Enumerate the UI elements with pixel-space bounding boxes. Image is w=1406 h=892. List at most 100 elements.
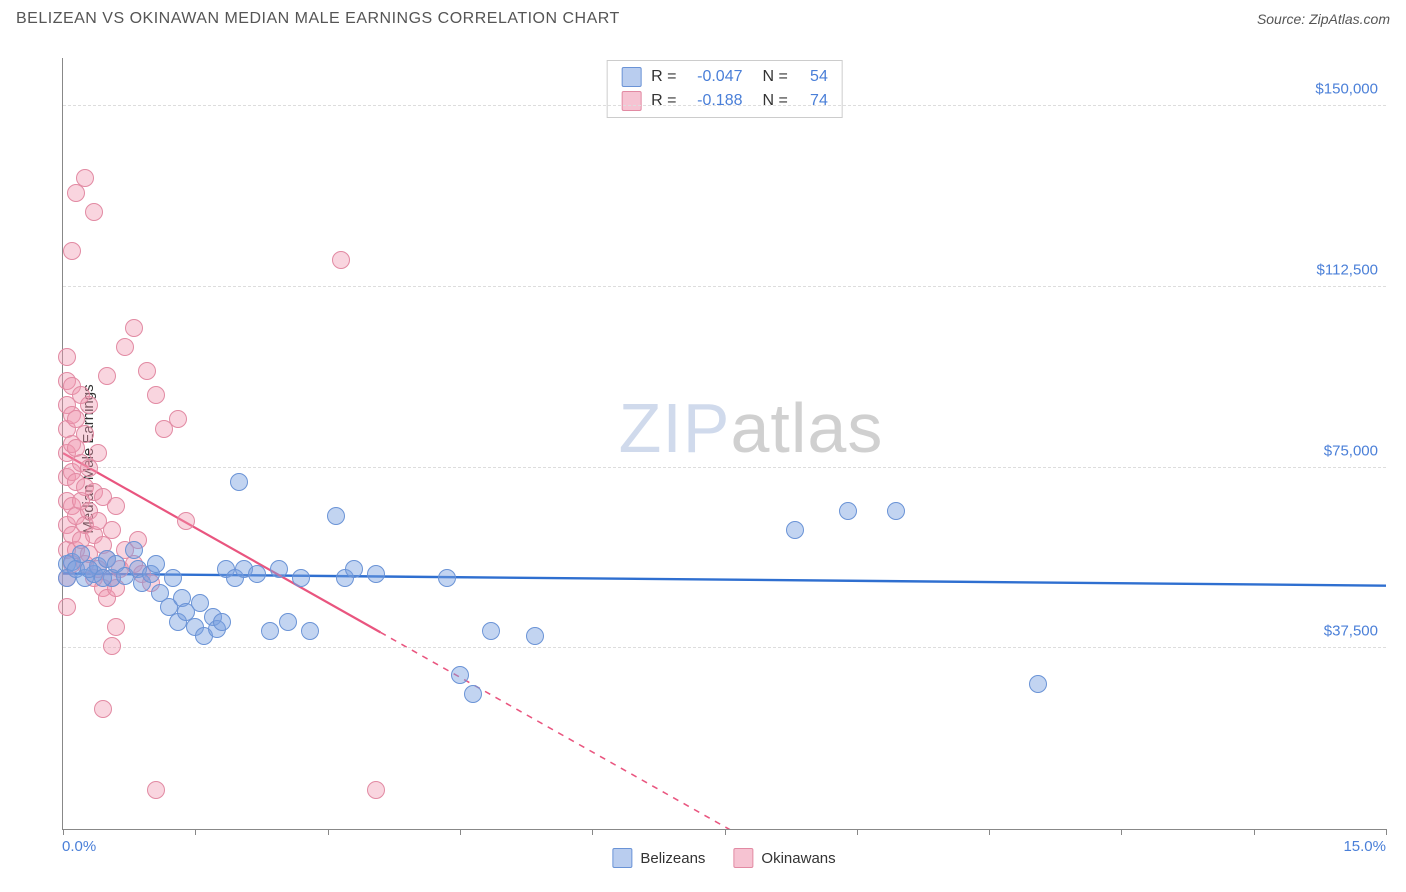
x-tick: [195, 829, 196, 835]
data-point: [103, 637, 121, 655]
data-point: [85, 203, 103, 221]
x-max-label: 15.0%: [1343, 838, 1386, 855]
x-min-label: 0.0%: [62, 838, 96, 855]
r-label: R =: [651, 68, 676, 86]
data-point: [248, 565, 266, 583]
data-point: [1029, 675, 1047, 693]
x-tick: [1386, 829, 1387, 835]
data-point: [125, 541, 143, 559]
y-tick-label: $75,000: [1324, 442, 1378, 459]
legend-swatch: [621, 67, 641, 87]
data-point: [526, 627, 544, 645]
data-point: [80, 396, 98, 414]
data-point: [279, 613, 297, 631]
legend-item: Okinawans: [733, 848, 835, 868]
data-point: [839, 502, 857, 520]
data-point: [301, 622, 319, 640]
gridline-h: [63, 647, 1386, 648]
source-attribution: Source: ZipAtlas.com: [1257, 11, 1390, 27]
y-tick-label: $112,500: [1317, 261, 1378, 278]
data-point: [177, 512, 195, 530]
data-point: [327, 507, 345, 525]
watermark-atlas: atlas: [730, 389, 883, 467]
data-point: [107, 618, 125, 636]
x-tick: [1121, 829, 1122, 835]
series-legend: Belizeans Okinawans: [612, 848, 835, 868]
data-point: [261, 622, 279, 640]
data-point: [332, 251, 350, 269]
x-tick: [328, 829, 329, 835]
data-point: [98, 367, 116, 385]
r-label: R =: [651, 92, 676, 110]
data-point: [213, 613, 231, 631]
x-tick: [725, 829, 726, 835]
x-tick: [592, 829, 593, 835]
legend-label: Belizeans: [640, 850, 705, 867]
legend-item: Belizeans: [612, 848, 705, 868]
data-point: [345, 560, 363, 578]
legend-label: Okinawans: [761, 850, 835, 867]
gridline-h: [63, 286, 1386, 287]
data-point: [887, 502, 905, 520]
n-value: 74: [798, 92, 828, 110]
correlation-legend: R = -0.047 N = 54 R = -0.188 N = 74: [606, 60, 843, 118]
data-point: [164, 569, 182, 587]
gridline-h: [63, 105, 1386, 106]
legend-swatch: [733, 848, 753, 868]
data-point: [270, 560, 288, 578]
data-point: [230, 473, 248, 491]
data-point: [125, 319, 143, 337]
source-prefix: Source:: [1257, 11, 1309, 27]
data-point: [292, 569, 310, 587]
data-point: [107, 497, 125, 515]
watermark: ZIPatlas: [619, 388, 884, 468]
data-point: [786, 521, 804, 539]
data-point: [464, 685, 482, 703]
data-point: [147, 781, 165, 799]
data-point: [138, 362, 156, 380]
data-point: [438, 569, 456, 587]
data-point: [94, 569, 112, 587]
data-point: [76, 169, 94, 187]
x-tick: [460, 829, 461, 835]
x-tick: [857, 829, 858, 835]
data-point: [169, 410, 187, 428]
data-point: [58, 598, 76, 616]
n-value: 54: [798, 68, 828, 86]
trend-lines: [63, 58, 1386, 829]
data-point: [89, 444, 107, 462]
correlation-row: R = -0.047 N = 54: [621, 65, 828, 89]
source-name: ZipAtlas.com: [1309, 11, 1390, 27]
watermark-zip: ZIP: [619, 389, 731, 467]
data-point: [191, 594, 209, 612]
correlation-row: R = -0.188 N = 74: [621, 89, 828, 113]
n-label: N =: [763, 92, 788, 110]
y-tick-label: $37,500: [1324, 623, 1378, 640]
x-tick: [989, 829, 990, 835]
data-point: [63, 242, 81, 260]
r-value: -0.047: [687, 68, 743, 86]
x-tick: [63, 829, 64, 835]
chart-container: Median Male Earnings ZIPatlas R =-0.047N…: [14, 40, 1392, 878]
data-point: [147, 555, 165, 573]
data-point: [451, 666, 469, 684]
data-point: [367, 781, 385, 799]
data-point: [58, 348, 76, 366]
plot-area: ZIPatlas R = -0.047 N = 54 R = -0.188 N = 74 $3…: [62, 58, 1386, 830]
y-tick-label: $150,000: [1315, 81, 1378, 98]
data-point: [76, 425, 94, 443]
data-point: [116, 338, 134, 356]
n-label: N =: [763, 68, 788, 86]
legend-swatch: [621, 91, 641, 111]
legend-swatch: [612, 848, 632, 868]
data-point: [94, 700, 112, 718]
r-value: -0.188: [687, 92, 743, 110]
data-point: [103, 521, 121, 539]
data-point: [147, 386, 165, 404]
chart-title: BELIZEAN VS OKINAWAN MEDIAN MALE EARNING…: [16, 10, 620, 28]
data-point: [367, 565, 385, 583]
x-axis-row: 0.0% Belizeans Okinawans 15.0%: [62, 838, 1386, 868]
x-tick: [1254, 829, 1255, 835]
data-point: [482, 622, 500, 640]
gridline-h: [63, 467, 1386, 468]
